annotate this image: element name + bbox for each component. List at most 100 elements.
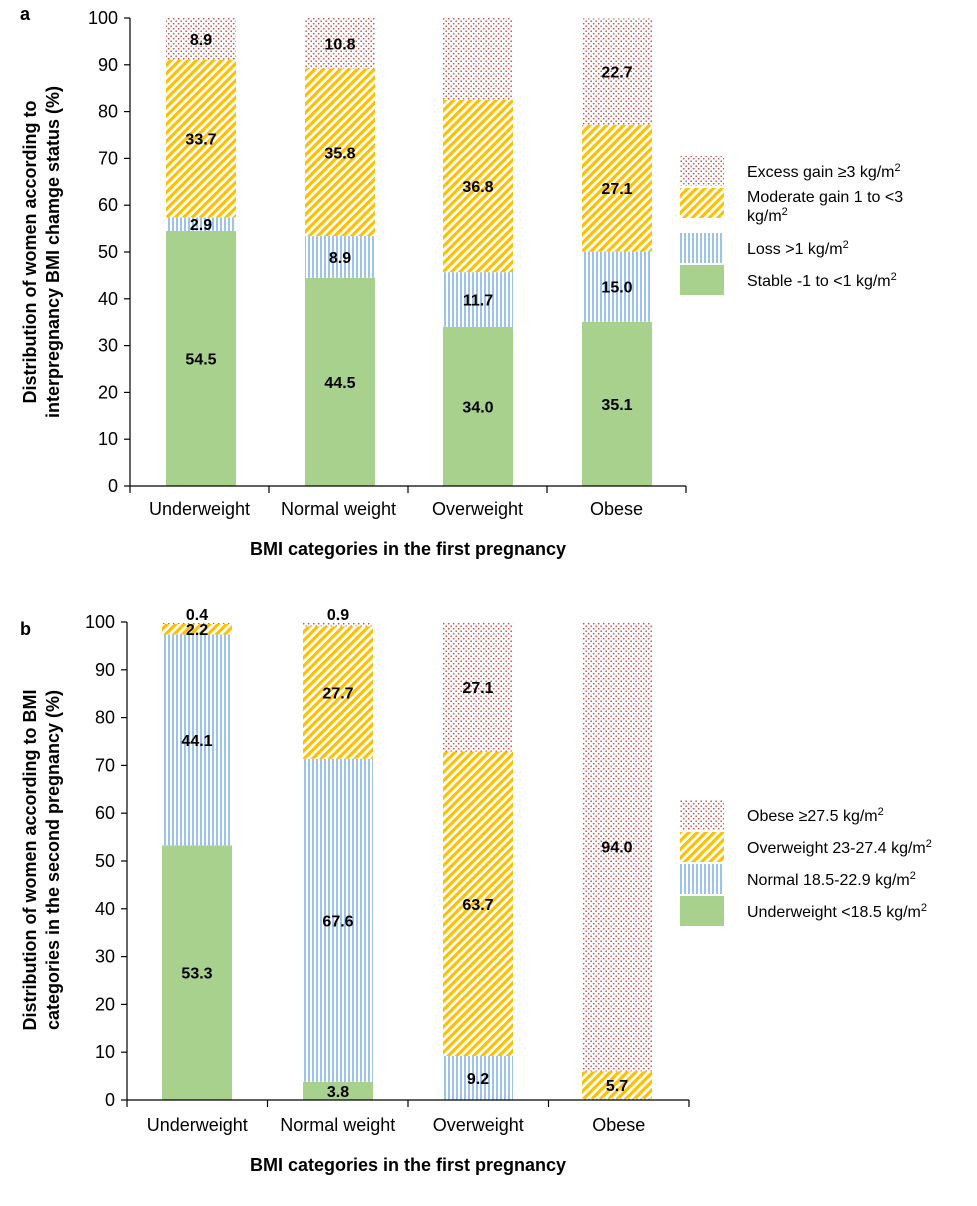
data-label: 44.1 — [181, 733, 212, 750]
y-tick-label: 50 — [95, 851, 115, 871]
data-label: 9.2 — [467, 1071, 489, 1088]
chart-panel-a: a 54.5 44.5 34.0 35.1 2.9 8.9 11.7 15.0 33.7 35.8 3… — [20, 4, 903, 559]
y-tick-label: 10 — [95, 1042, 115, 1062]
legend-label: Loss >1 kg/m2 — [747, 239, 849, 258]
y-tick-label: 90 — [95, 660, 115, 680]
data-label: 33.7 — [185, 132, 216, 149]
y-axis-title-line: categories in the second pregnancy (%) — [43, 690, 63, 1030]
x-category-label: Underweight — [147, 1115, 248, 1135]
bar-segment — [166, 59, 236, 218]
data-label: 11.7 — [463, 293, 493, 310]
bar-segment — [305, 236, 375, 278]
x-category-label: Normal weight — [280, 1115, 395, 1135]
y-axis-title-line: interpregnancy BMI chamge status (%) — [43, 86, 63, 418]
y-tick-label: 0 — [108, 476, 118, 496]
bar-segment — [305, 68, 375, 237]
panel-label: a — [20, 4, 31, 24]
x-category-label: Obese — [592, 1115, 645, 1135]
bar-segment — [303, 626, 373, 759]
legend-label: Obese ≥27.5 kg/m2 — [747, 806, 884, 825]
x-category-label: Overweight — [432, 499, 523, 519]
bar-segment — [166, 217, 236, 231]
legend-swatch — [680, 864, 724, 894]
bar-segment — [582, 18, 652, 125]
legend-item: Underweight <18.5 kg/m2 — [680, 896, 927, 926]
legend-label: Stable -1 to <1 kg/m2 — [747, 271, 897, 290]
data-label: 0.9 — [327, 607, 349, 624]
bar-segment — [305, 277, 375, 486]
data-label: 10.8 — [324, 36, 355, 53]
legend-swatch — [680, 265, 724, 295]
bar-segment — [582, 124, 652, 252]
y-tick-label: 20 — [95, 994, 115, 1014]
legend-label: Normal 18.5-22.9 kg/m2 — [747, 870, 916, 889]
bar-segment — [443, 1056, 513, 1100]
data-label: 8.9 — [190, 32, 212, 49]
legend-label: Overweight 23-27.4 kg/m2 — [747, 838, 932, 857]
chart-panel-b: b 53.3 3.8 44.1 67.6 9.2 2.2 27.7 63.7 5.7 0.4 0.9 2… — [20, 607, 932, 1175]
panel-label: b — [20, 619, 31, 639]
y-tick-label: 100 — [88, 8, 118, 28]
bar-segment — [582, 622, 652, 1072]
y-tick-label: 40 — [95, 899, 115, 919]
data-label: 27.7 — [322, 686, 353, 703]
bar-segment — [582, 321, 652, 486]
y-tick-label: 40 — [98, 289, 118, 309]
bar-segment — [443, 272, 513, 327]
bar-segment — [443, 751, 513, 1057]
bar-segment — [443, 99, 513, 273]
legend-swatch — [680, 800, 724, 830]
y-tick-label: 10 — [98, 429, 118, 449]
data-label: 34.0 — [462, 399, 493, 416]
bar-segment — [305, 18, 375, 69]
x-axis-title: BMI categories in the first pregnancy — [250, 1155, 566, 1175]
y-tick-label: 70 — [95, 755, 115, 775]
legend-item: Overweight 23-27.4 kg/m2 — [680, 832, 932, 862]
legend-swatch — [680, 233, 724, 263]
bar-segment — [162, 634, 232, 846]
data-label: 44.5 — [324, 375, 355, 392]
x-category-label: Obese — [590, 499, 643, 519]
y-tick-label: 50 — [98, 242, 118, 262]
bar-segment — [303, 1081, 373, 1100]
legend-swatch — [680, 832, 724, 862]
data-label: 27.1 — [462, 680, 493, 697]
data-label: 27.1 — [601, 181, 632, 198]
y-tick-label: 60 — [95, 803, 115, 823]
bar-segment — [443, 18, 513, 100]
data-label: 15.0 — [601, 280, 632, 297]
data-label: 35.8 — [324, 145, 355, 162]
data-label: 22.7 — [601, 65, 632, 82]
legend-item: Normal 18.5-22.9 kg/m2 — [680, 864, 916, 894]
y-axis-title-line: Distribution of women according to BMI — [20, 690, 40, 1031]
y-tick-label: 20 — [98, 382, 118, 402]
legend-label: Moderate gain 1 to <3 kg/m2 — [747, 189, 903, 225]
data-label: 3.8 — [327, 1084, 349, 1101]
data-label: 63.7 — [462, 897, 493, 914]
data-label: 2.9 — [190, 217, 212, 234]
x-category-label: Underweight — [149, 499, 250, 519]
x-category-label: Overweight — [433, 1115, 524, 1135]
y-axis-title-line: Distribution of women according to — [20, 101, 40, 404]
data-label: 54.5 — [185, 351, 216, 368]
bar-segment — [162, 622, 232, 624]
y-tick-label: 80 — [95, 708, 115, 728]
x-axis-title: BMI categories in the first pregnancy — [250, 539, 566, 559]
y-tick-label: 30 — [95, 947, 115, 967]
data-label: 67.6 — [322, 913, 353, 930]
y-tick-label: 80 — [98, 102, 118, 122]
bar-segment — [303, 758, 373, 1082]
bar-segment — [162, 845, 232, 1100]
data-label: 94.0 — [601, 840, 632, 857]
legend-item: Stable -1 to <1 kg/m2 — [680, 265, 897, 295]
legend-label: Underweight <18.5 kg/m2 — [747, 902, 927, 921]
data-label: 53.3 — [181, 966, 212, 983]
legend-swatch — [680, 188, 724, 218]
legend-item: Obese ≥27.5 kg/m2 — [680, 800, 884, 830]
y-tick-label: 90 — [98, 55, 118, 75]
bar-segment — [582, 1071, 652, 1099]
y-tick-label: 70 — [98, 148, 118, 168]
x-category-label: Normal weight — [281, 499, 396, 519]
data-label: 5.7 — [606, 1078, 628, 1095]
legend-swatch — [680, 156, 724, 186]
